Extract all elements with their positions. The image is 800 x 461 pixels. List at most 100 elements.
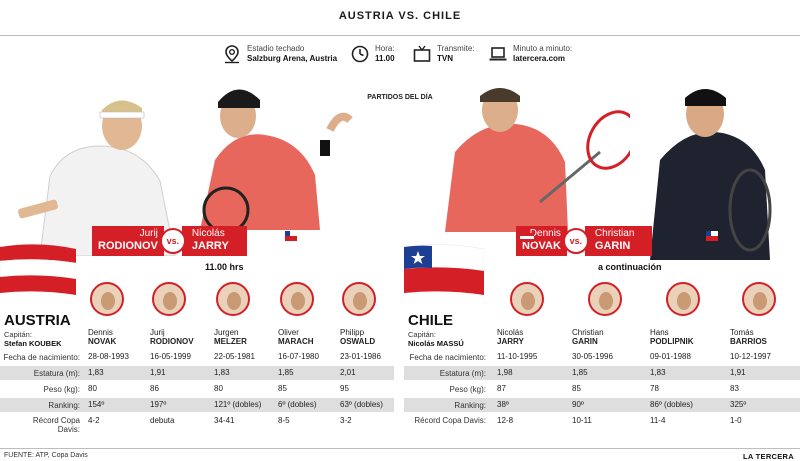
- cell-ranking: 6º (dobles): [278, 400, 317, 409]
- match2-player1-first: Dennis: [529, 228, 561, 239]
- row-band: [0, 366, 394, 380]
- cell-weight: 78: [650, 384, 659, 393]
- cell-davis: 3-2: [340, 416, 352, 425]
- row-label-birth: Fecha de nacimiento:: [409, 353, 487, 362]
- match1-player1: Jurij RODIONOV: [92, 226, 164, 256]
- player-photo-jarry-austria: [200, 89, 353, 230]
- cell-birth: 30-05-1996: [572, 352, 613, 361]
- cell-height: 2,01: [340, 368, 356, 377]
- time-label: Hora:: [375, 44, 395, 53]
- avatar: [742, 282, 776, 316]
- row-label-weight: Peso (kg):: [43, 385, 80, 394]
- cell-height: 1,98: [497, 368, 513, 377]
- cell-ranking: 121º (dobles): [214, 400, 262, 409]
- cell-davis: 8-5: [278, 416, 290, 425]
- player-name: Christian GARIN: [572, 328, 604, 346]
- match2-time: a continuación: [598, 262, 662, 272]
- brand-logo: LA TERCERA: [742, 452, 794, 461]
- cell-weight: 83: [730, 384, 739, 393]
- cell-height: 1,85: [572, 368, 588, 377]
- row-label-weight: Peso (kg):: [449, 385, 486, 394]
- avatar: [588, 282, 622, 316]
- avatar: [90, 282, 124, 316]
- cell-davis: 11-4: [650, 416, 666, 425]
- vs-badge: vs.: [562, 228, 589, 254]
- avatar: [510, 282, 544, 316]
- venue-info: Estadio techado Salzburg Arena, Austria: [222, 44, 337, 64]
- match1-time: 11.00 hrs: [205, 262, 244, 272]
- player-name: Tomás BARRIOS: [730, 328, 767, 346]
- cell-ranking: 38º: [497, 400, 509, 409]
- match1-player2: Nicolás JARRY: [181, 226, 247, 256]
- player-photo-garin: [650, 89, 772, 260]
- cell-birth: 22-05-1981: [214, 352, 255, 361]
- row-label-ranking: Ranking:: [454, 401, 486, 410]
- player-name: Oliver MARACH: [278, 328, 314, 346]
- cell-height: 1,85: [278, 368, 294, 377]
- cell-weight: 80: [88, 384, 97, 393]
- player-name: Philipp OSWALD: [340, 328, 376, 346]
- match1-player2-last: JARRY: [191, 240, 229, 252]
- row-label-davis: Récord Copa Davis:: [32, 416, 80, 434]
- row-band: [404, 398, 800, 412]
- cell-davis: 1-0: [730, 416, 742, 425]
- laptop-icon: [489, 47, 507, 61]
- avatar: [666, 282, 700, 316]
- chile-flag-icon: [706, 231, 718, 241]
- cell-height: 1,83: [88, 368, 104, 377]
- row-label-davis: Récord Copa Davis:: [414, 416, 486, 425]
- player-name: Jurgen MELZER: [214, 328, 247, 346]
- live-info: Minuto a minuto: latercera.com: [488, 44, 572, 64]
- cell-davis: 10-11: [572, 416, 592, 425]
- avatar: [216, 282, 250, 316]
- captain-label: Capitán:: [4, 330, 32, 339]
- section-label: PARTIDOS DEL DÍA: [367, 94, 433, 101]
- cell-height: 1,91: [150, 368, 166, 377]
- venue-value: Salzburg Arena, Austria: [247, 54, 338, 63]
- avatar: [280, 282, 314, 316]
- tv-label: Transmite:: [437, 44, 475, 53]
- match1-player2-first: Nicolás: [191, 228, 225, 239]
- cell-ranking: 154º: [88, 400, 105, 409]
- live-label: Minuto a minuto:: [513, 44, 573, 53]
- match1-player1-first: Jurij: [139, 228, 158, 239]
- chile-flag: [404, 244, 484, 295]
- match2-player2-first: Christian: [594, 228, 635, 239]
- cell-davis: 34-41: [214, 416, 235, 425]
- cell-birth: 28-08-1993: [88, 352, 129, 361]
- match1-player1-last: RODIONOV: [98, 240, 158, 252]
- avatar: [342, 282, 376, 316]
- tv-icon: [413, 45, 431, 62]
- vs-badge: vs.: [159, 228, 186, 254]
- divider: [0, 35, 800, 36]
- cell-ranking: 90º: [572, 400, 584, 409]
- cell-ranking: 325º: [730, 400, 747, 409]
- live-value: latercera.com: [513, 54, 566, 63]
- match1-banner: Jurij RODIONOV vs. Nicolás JARRY: [92, 226, 247, 256]
- player-name: Jurij RODIONOV: [150, 328, 194, 346]
- chile-flag-icon: [285, 231, 297, 241]
- page-title: AUSTRIA VS. CHILE: [338, 10, 462, 22]
- map-pin-icon: [225, 45, 239, 64]
- cell-birth: 16-05-1999: [150, 352, 191, 361]
- austria-flag-icon: [520, 233, 534, 242]
- country-austria: AUSTRIA: [4, 312, 71, 329]
- tv-value: TVN: [437, 54, 453, 63]
- source-note: FUENTE: ATP, Copa Davis: [4, 452, 88, 459]
- cell-birth: 09-01-1988: [650, 352, 691, 361]
- cell-weight: 85: [572, 384, 581, 393]
- cell-davis: 4-2: [88, 416, 100, 425]
- cell-height: 1,91: [730, 368, 746, 377]
- cell-birth: 16-07-1980: [278, 352, 319, 361]
- player-name: Dennis NOVAK: [88, 328, 117, 346]
- captain-label: Capitán:: [408, 330, 436, 339]
- row-label-height: Estatura (m):: [33, 369, 80, 378]
- avatar: [152, 282, 186, 316]
- cell-height: 1,83: [650, 368, 666, 377]
- captain-name: Stefan KOUBEK: [4, 339, 62, 348]
- captain-chile: Capitán: Nicolás MASSÚ: [408, 330, 464, 348]
- cell-weight: 80: [214, 384, 223, 393]
- cell-weight: 87: [497, 384, 506, 393]
- austria-flag: [0, 244, 76, 295]
- row-label-birth: Fecha de nacimiento:: [3, 353, 81, 362]
